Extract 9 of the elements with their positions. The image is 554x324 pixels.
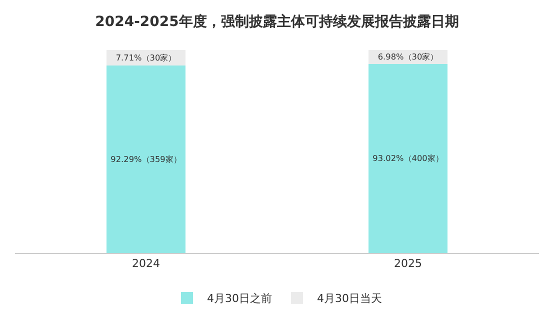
data-label: 7.71%（30家） bbox=[116, 52, 176, 62]
x-tick-label: 2025 bbox=[394, 257, 422, 270]
data-label: 92.29%（359家） bbox=[110, 154, 182, 164]
x-tick-label: 2024 bbox=[132, 257, 160, 270]
chart-title: 2024-2025年度，强制披露主体可持续发展报告披露日期 bbox=[95, 13, 459, 30]
legend-label: 4月30日当天 bbox=[317, 292, 382, 306]
data-label: 6.98%（30家） bbox=[378, 52, 438, 62]
legend-label: 4月30日之前 bbox=[207, 292, 272, 306]
data-label: 93.02%（400家） bbox=[372, 153, 444, 164]
